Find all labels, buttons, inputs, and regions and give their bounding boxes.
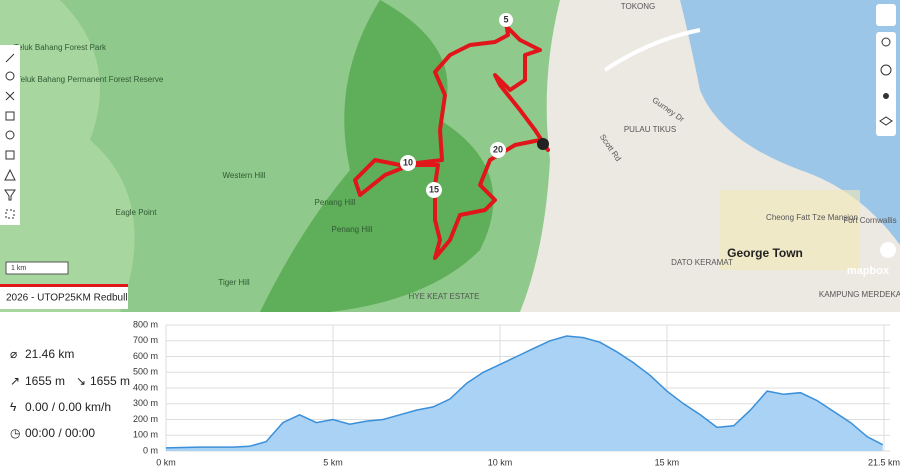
- scale: [5, 261, 69, 275]
- route-name-accent: [0, 284, 128, 287]
- descent: 1655 m: [90, 374, 130, 388]
- elevation-line: [165, 335, 884, 449]
- marker-label: 15: [429, 184, 439, 194]
- search[interactable]: [881, 37, 891, 47]
- descent-icon: ↘: [76, 374, 86, 388]
- place: DATO KERAMAT: [671, 258, 733, 267]
- place: HYE KEAT ESTATE: [409, 292, 480, 301]
- tool[interactable]: [5, 71, 15, 81]
- y-tick-label: 400 m: [133, 382, 158, 392]
- place: George Town: [727, 246, 803, 260]
- controls: [876, 32, 896, 136]
- place: Cheong Fatt Tze Mansion: [766, 213, 858, 222]
- marker-label: 20: [493, 144, 503, 154]
- layers[interactable]: [879, 116, 893, 126]
- y-tick-label: 300 m: [133, 398, 158, 408]
- x-tick-label: 5 km: [323, 457, 343, 467]
- place: Penang Hill: [332, 225, 373, 234]
- place: PULAU TIKUS: [624, 125, 676, 134]
- route-name[interactable]: 2026 - UTOP25KM Redbull: [6, 293, 128, 304]
- tool[interactable]: [5, 150, 15, 160]
- compass[interactable]: [876, 4, 896, 26]
- place: Teluk Bahang Permanent Forest Reserve: [17, 75, 164, 84]
- y-tick-label: 0 m: [143, 445, 158, 455]
- forest: [0, 0, 135, 312]
- ascent: 1655 m: [25, 374, 65, 388]
- finish: [537, 138, 549, 150]
- tool[interactable]: [5, 91, 15, 101]
- tool[interactable]: [4, 189, 16, 201]
- map-controls: [876, 4, 896, 258]
- speed: 0.00 / 0.00 km/h: [25, 400, 111, 414]
- place: Fort Cornwallis: [843, 216, 896, 225]
- y-tick-label: 100 m: [133, 430, 158, 440]
- speed-icon: ϟ: [10, 400, 17, 414]
- x-tick-label: 15 km: [655, 457, 680, 467]
- marker: [490, 142, 506, 158]
- road: [603, 28, 701, 72]
- tool[interactable]: [5, 53, 15, 63]
- elevation-chart: 0 m 100 m 200 m 300 m 400 m 500 m 600 m 700 m 80…: [133, 319, 900, 467]
- marker: [499, 13, 513, 27]
- street-view[interactable]: [883, 93, 889, 99]
- tool[interactable]: [5, 209, 15, 219]
- place: TOKONG: [621, 2, 656, 11]
- ascent-icon: ↗: [10, 374, 20, 388]
- y-tick-label: 500 m: [133, 367, 158, 377]
- route-name-box: [0, 287, 128, 309]
- x-tick-label: 10 km: [488, 457, 513, 467]
- tool[interactable]: [5, 111, 15, 121]
- place: KAMPUNG MERDEKA: [819, 290, 900, 299]
- distance: 21.46 km: [25, 347, 74, 361]
- place: Penang Hill: [315, 198, 356, 207]
- sea: [680, 0, 900, 245]
- marker: [426, 182, 442, 198]
- place: Teluk Bahang Forest Park: [14, 43, 107, 52]
- time-icon: ◷: [10, 426, 20, 440]
- scale-bar: 1 km: [5, 261, 69, 275]
- x-tick-label: 21.5 km: [868, 457, 900, 467]
- marker-label: 10: [403, 157, 413, 167]
- marker: [400, 155, 416, 171]
- route-markers: 5 10 15 20: [400, 13, 549, 198]
- marker-label: 5: [503, 14, 508, 24]
- route: [353, 14, 550, 260]
- scale-label: 1 km: [11, 265, 26, 272]
- y-tick-label: 600 m: [133, 351, 158, 361]
- y-tick-label: 200 m: [133, 414, 158, 424]
- place: Western Hill: [223, 171, 266, 180]
- district: [720, 190, 860, 270]
- distance-icon: ⌀: [10, 347, 17, 361]
- info[interactable]: [880, 242, 896, 258]
- forest: [260, 0, 494, 312]
- tool[interactable]: [4, 168, 16, 181]
- y-tick-label: 800 m: [133, 319, 158, 329]
- locate[interactable]: [880, 64, 892, 76]
- y-tick-label: 700 m: [133, 335, 158, 345]
- place: Eagle Point: [116, 208, 158, 217]
- tool-icons: [4, 53, 16, 219]
- attribution: mapbox: [847, 265, 890, 277]
- x-tick-label: 0 km: [156, 457, 176, 467]
- tool[interactable]: [5, 130, 15, 140]
- time: 00:00 / 00:00: [25, 426, 95, 440]
- elevation-area: [166, 336, 883, 451]
- place: Tiger Hill: [218, 278, 249, 287]
